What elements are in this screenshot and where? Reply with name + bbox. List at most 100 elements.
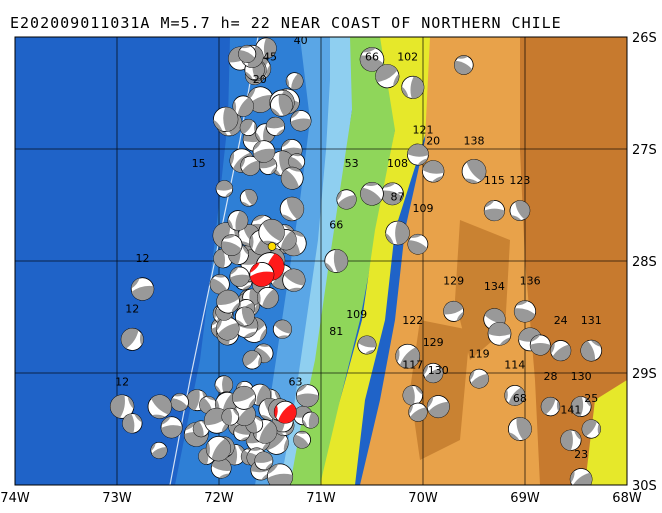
focal-mechanisms	[109, 37, 603, 485]
focal-mechanism	[375, 64, 400, 89]
y-tick-label: 29S	[632, 367, 657, 382]
focal-mechanism	[265, 116, 285, 137]
focal-mechanism	[423, 362, 444, 384]
focal-mechanism	[109, 394, 135, 419]
depth-label: 141	[560, 403, 581, 416]
depth-label: 129	[443, 275, 464, 288]
focal-mechanism	[258, 219, 285, 246]
focal-mechanism	[570, 396, 592, 417]
focal-mechanism	[540, 396, 561, 417]
y-tick-label: 26S	[632, 31, 657, 46]
depth-label: 138	[464, 135, 485, 148]
depth-label: 66	[329, 219, 343, 232]
focal-mechanism	[504, 384, 526, 406]
depth-label: 66	[365, 51, 379, 64]
focal-mechanism	[214, 375, 234, 394]
focal-mechanism	[290, 110, 312, 132]
focal-mechanism	[215, 316, 240, 341]
focal-mechanism	[288, 153, 306, 171]
focal-mechanism	[233, 424, 251, 442]
focal-mechanism	[302, 411, 320, 429]
depth-label: 102	[397, 51, 418, 64]
y-tick-label: 28S	[632, 255, 657, 270]
focal-mechanism	[242, 350, 262, 370]
focal-mechanism	[252, 140, 276, 163]
focal-mechanism	[422, 160, 445, 183]
depth-label: 122	[402, 314, 423, 327]
depth-label: 87	[391, 191, 405, 204]
focal-mechanism	[581, 419, 601, 439]
focal-mechanism	[285, 72, 304, 90]
depth-label: 134	[484, 280, 505, 293]
focal-mechanism	[509, 200, 531, 221]
focal-mechanism	[385, 220, 410, 246]
depth-label: 20	[253, 73, 267, 86]
focal-mechanism	[234, 306, 255, 327]
depth-label: 115	[484, 174, 505, 187]
depth-label: 45	[263, 51, 277, 64]
focal-mechanism	[130, 277, 155, 301]
focal-mechanism	[238, 44, 257, 63]
focal-mechanism	[282, 268, 306, 292]
depth-label: 24	[554, 314, 568, 327]
focal-mechanism	[529, 334, 551, 356]
depth-label: 136	[520, 275, 541, 288]
focal-mechanism	[257, 286, 279, 309]
focal-mechanism	[324, 249, 349, 273]
depth-label: 130	[428, 364, 449, 377]
depth-label: 63	[289, 375, 303, 388]
depth-label: 12	[125, 303, 139, 316]
depth-label: 68	[513, 392, 527, 405]
focal-mechanism	[209, 274, 230, 295]
lowland-yellow-east	[585, 380, 627, 485]
y-tick-label: 27S	[632, 143, 657, 158]
depth-label: 117	[402, 359, 423, 372]
focal-mechanism	[408, 402, 428, 422]
focal-mechanism	[469, 368, 489, 389]
x-tick-label: 73W	[102, 491, 132, 506]
depth-label: 12	[115, 375, 129, 388]
focal-mechanism	[483, 200, 505, 222]
focal-mechanism	[210, 457, 232, 479]
focal-mechanism	[550, 340, 572, 362]
x-tick-label: 74W	[0, 491, 30, 506]
focal-mechanism	[213, 106, 239, 132]
x-tick-label: 72W	[204, 491, 234, 506]
focal-mechanism	[227, 210, 249, 231]
focal-mechanism	[280, 166, 304, 190]
focal-mechanism	[560, 429, 582, 451]
depth-label: 28	[544, 370, 558, 383]
depth-label: 131	[581, 314, 602, 327]
depth-label: 109	[413, 202, 434, 215]
focal-mechanism	[336, 189, 357, 210]
depth-label: 109	[346, 308, 367, 321]
depth-label: 121	[413, 123, 434, 136]
focal-mechanism	[270, 93, 293, 117]
focal-mechanism	[293, 430, 311, 449]
depth-label: 53	[345, 157, 359, 170]
focal-mechanism	[239, 189, 258, 207]
focal-mechanism	[205, 436, 232, 462]
depth-label: 108	[387, 157, 408, 170]
focal-mechanism	[120, 327, 144, 351]
focal-mechanism	[150, 441, 168, 459]
focal-mechanism	[221, 407, 240, 426]
focal-mechanism	[229, 266, 250, 287]
depth-label: 81	[329, 325, 343, 338]
depth-label: 114	[504, 359, 525, 372]
depth-label: 20	[426, 135, 440, 148]
focal-mechanism	[232, 385, 256, 410]
x-tick-label: 71W	[306, 491, 336, 506]
x-axis-ticks: 74W 73W 72W 71W 70W 69W 68W	[0, 491, 642, 506]
depth-label: 123	[509, 174, 530, 187]
focal-mechanism	[295, 384, 320, 408]
depth-label: 129	[423, 336, 444, 349]
y-axis-ticks: 26S 27S 28S 29S 30S	[632, 31, 657, 494]
focal-mechanism	[580, 339, 603, 362]
focal-mechanism	[359, 47, 385, 72]
focal-mechanism	[357, 335, 377, 355]
focal-mechanism	[407, 233, 429, 255]
depth-label: 119	[469, 347, 490, 360]
